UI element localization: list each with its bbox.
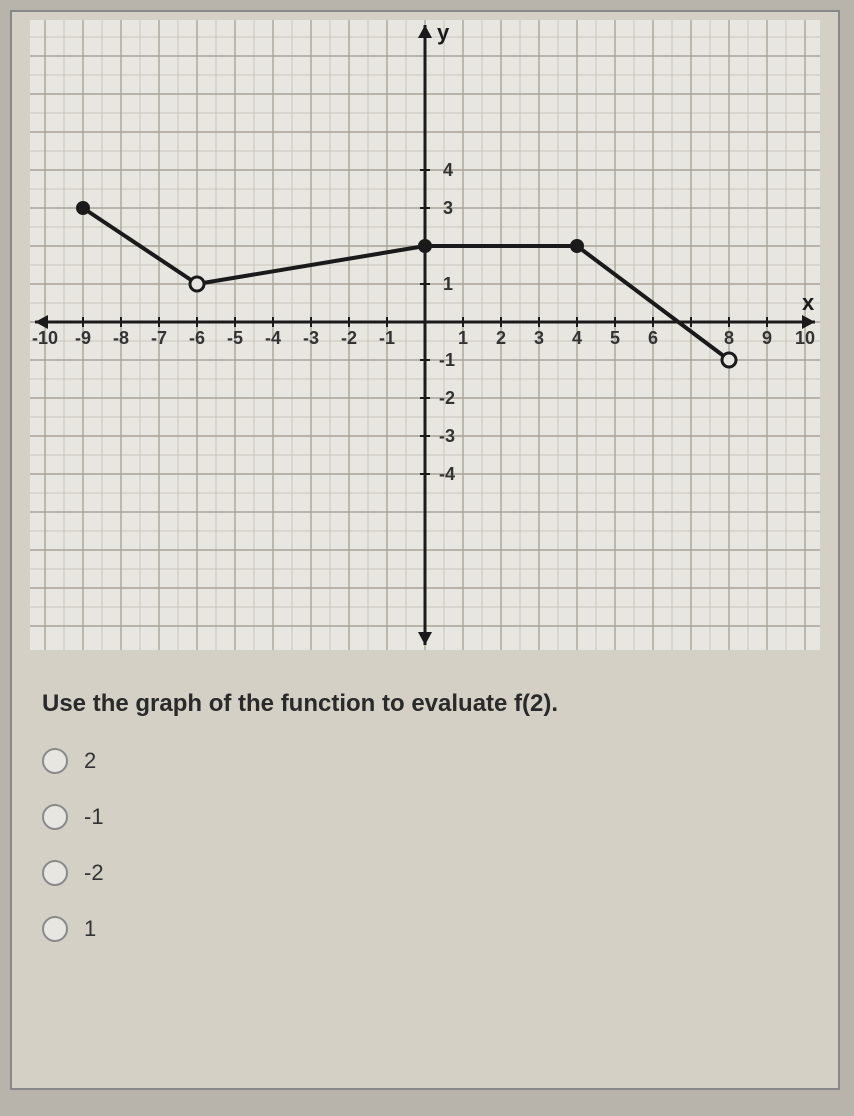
radio-icon[interactable] xyxy=(42,748,68,774)
answer-options: 2 -1 -2 1 xyxy=(42,748,808,942)
svg-text:-2: -2 xyxy=(341,328,357,348)
svg-text:-6: -6 xyxy=(189,328,205,348)
svg-text:10: 10 xyxy=(795,328,815,348)
option-row[interactable]: 2 xyxy=(42,748,808,774)
svg-text:-4: -4 xyxy=(439,464,455,484)
svg-text:6: 6 xyxy=(648,328,658,348)
svg-text:-1: -1 xyxy=(439,350,455,370)
svg-text:-3: -3 xyxy=(303,328,319,348)
svg-text:1: 1 xyxy=(458,328,468,348)
svg-text:-2: -2 xyxy=(439,388,455,408)
option-row[interactable]: 1 xyxy=(42,916,808,942)
svg-text:3: 3 xyxy=(443,198,453,218)
option-label: 1 xyxy=(84,916,96,942)
svg-text:-8: -8 xyxy=(113,328,129,348)
chart-svg: -10-9-8-7-6-5-4-3-2-11234568910134-1-2-3… xyxy=(30,20,820,650)
option-row[interactable]: -1 xyxy=(42,804,808,830)
svg-text:-7: -7 xyxy=(151,328,167,348)
option-row[interactable]: -2 xyxy=(42,860,808,886)
question-text: Use the graph of the function to evaluat… xyxy=(42,690,808,718)
radio-icon[interactable] xyxy=(42,860,68,886)
svg-text:5: 5 xyxy=(610,328,620,348)
svg-text:8: 8 xyxy=(724,328,734,348)
svg-text:1: 1 xyxy=(443,274,453,294)
svg-text:-3: -3 xyxy=(439,426,455,446)
option-label: 2 xyxy=(84,748,96,774)
svg-text:-5: -5 xyxy=(227,328,243,348)
svg-text:9: 9 xyxy=(762,328,772,348)
svg-text:y: y xyxy=(437,20,450,45)
svg-text:-1: -1 xyxy=(379,328,395,348)
svg-text:4: 4 xyxy=(443,160,453,180)
worksheet-page: -10-9-8-7-6-5-4-3-2-11234568910134-1-2-3… xyxy=(10,10,840,1090)
svg-text:-4: -4 xyxy=(265,328,281,348)
svg-text:-9: -9 xyxy=(75,328,91,348)
radio-icon[interactable] xyxy=(42,804,68,830)
radio-icon[interactable] xyxy=(42,916,68,942)
svg-text:x: x xyxy=(802,290,815,315)
option-label: -2 xyxy=(84,860,104,886)
coordinate-chart: -10-9-8-7-6-5-4-3-2-11234568910134-1-2-3… xyxy=(30,20,820,650)
svg-text:3: 3 xyxy=(534,328,544,348)
svg-text:-10: -10 xyxy=(32,328,58,348)
svg-text:4: 4 xyxy=(572,328,582,348)
option-label: -1 xyxy=(84,804,104,830)
svg-text:2: 2 xyxy=(496,328,506,348)
